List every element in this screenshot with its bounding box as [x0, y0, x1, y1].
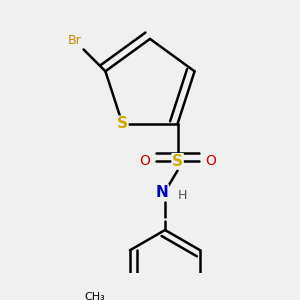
Text: O: O: [205, 154, 216, 168]
Text: S: S: [172, 154, 183, 169]
Text: S: S: [117, 116, 128, 131]
Text: CH₃: CH₃: [84, 292, 105, 300]
Text: O: O: [139, 154, 150, 168]
Text: Br: Br: [67, 34, 81, 46]
Text: N: N: [156, 185, 168, 200]
Text: H: H: [178, 189, 187, 202]
